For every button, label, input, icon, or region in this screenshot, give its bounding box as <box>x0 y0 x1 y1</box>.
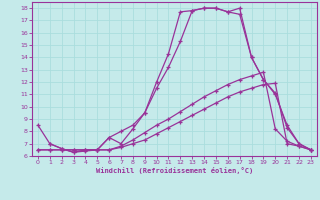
X-axis label: Windchill (Refroidissement éolien,°C): Windchill (Refroidissement éolien,°C) <box>96 167 253 174</box>
